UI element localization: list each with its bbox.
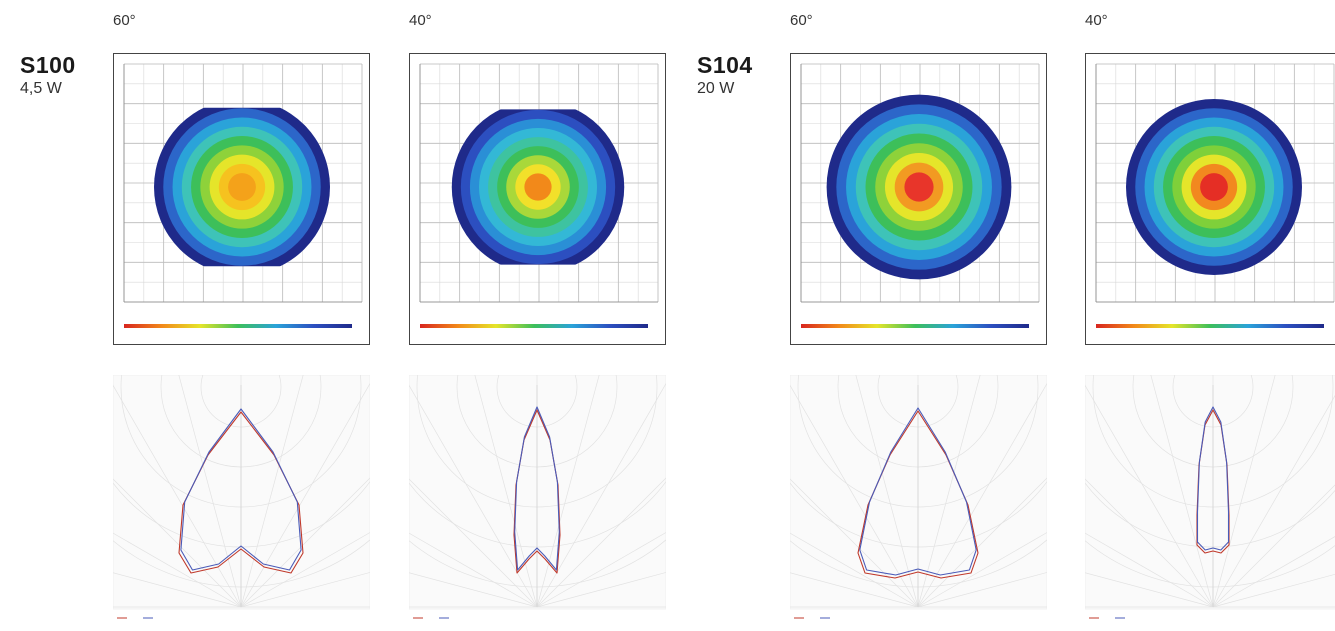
- polar-grid: [790, 375, 1047, 610]
- isolux-bands: [1126, 99, 1302, 275]
- isolux-band: [1200, 173, 1228, 201]
- beam-label-s100-40: 40°: [409, 12, 432, 29]
- isolux-diagram-s100-40: [409, 53, 666, 345]
- isolux-colour-scale: [420, 324, 648, 328]
- polar-grid: [113, 375, 370, 610]
- isolux-colour-scale: [1096, 324, 1324, 328]
- model-power-s100: 4,5 W: [20, 80, 62, 97]
- beam-label-s100-60: 60°: [113, 12, 136, 29]
- model-title-s104: S104: [697, 52, 753, 78]
- polar-diagram-s100-60: [113, 375, 370, 631]
- polar-diagram-s100-40: [409, 375, 666, 631]
- polar-curve-c0: [178, 411, 304, 574]
- polar-curve-c90: [1196, 406, 1230, 551]
- beam-label-s104-60: 60°: [790, 12, 813, 29]
- isolux-diagram-s100-60: [113, 53, 370, 345]
- polar-grid: [1085, 375, 1335, 610]
- polar-diagram-s104-60: [790, 375, 1047, 631]
- beam-label-s104-40: 40°: [1085, 12, 1108, 29]
- polar-curve-c90: [859, 407, 977, 576]
- isolux-band: [524, 173, 552, 201]
- polar-grid: [409, 375, 666, 610]
- polar-diagram-s104-40: [1085, 375, 1335, 631]
- model-power-s104: 20 W: [697, 80, 735, 97]
- polar-curve-c0: [857, 410, 979, 579]
- isolux-colour-scale: [801, 324, 1029, 328]
- isolux-band: [228, 173, 256, 201]
- polar-curve-c90: [514, 406, 560, 571]
- isolux-diagram-s104-40: [1085, 53, 1335, 345]
- isolux-bands: [154, 107, 330, 267]
- polar-curve-c90: [180, 408, 302, 571]
- isolux-bands: [451, 109, 625, 265]
- model-title-s100: S100: [20, 52, 76, 78]
- isolux-colour-scale: [124, 324, 352, 328]
- isolux-diagram-s104-60: [790, 53, 1047, 345]
- isolux-band: [904, 172, 934, 202]
- isolux-bands: [826, 94, 1012, 280]
